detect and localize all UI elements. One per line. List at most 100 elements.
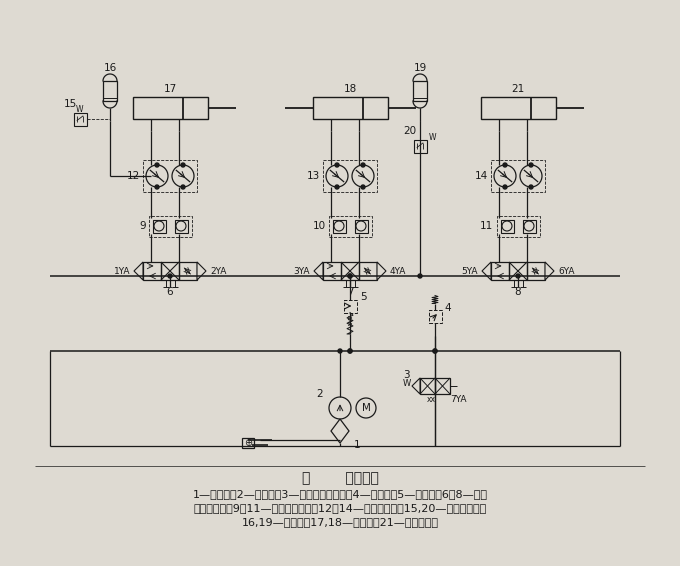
Text: 2YA: 2YA — [210, 267, 226, 276]
Bar — [413, 139, 426, 152]
Bar — [420, 378, 435, 394]
Text: 1YA: 1YA — [114, 267, 130, 276]
Bar — [428, 310, 441, 323]
Text: W: W — [76, 105, 84, 114]
Polygon shape — [482, 262, 491, 280]
Circle shape — [418, 274, 422, 278]
Bar — [242, 438, 254, 448]
Text: 4: 4 — [444, 303, 451, 313]
Text: 5: 5 — [360, 293, 367, 302]
Bar — [509, 262, 527, 280]
Bar — [341, 262, 359, 280]
Bar — [143, 262, 161, 280]
Circle shape — [503, 185, 507, 189]
Bar — [435, 378, 450, 394]
Text: M: M — [362, 403, 371, 413]
Text: 图        液压原理: 图 液压原理 — [301, 471, 379, 485]
Polygon shape — [197, 262, 206, 280]
Bar — [491, 262, 509, 280]
Bar — [354, 220, 367, 233]
Bar — [133, 97, 207, 119]
Bar — [179, 262, 197, 280]
Circle shape — [155, 185, 159, 189]
Text: 19: 19 — [413, 63, 426, 73]
Bar — [481, 97, 556, 119]
Text: 10: 10 — [312, 221, 326, 231]
Bar — [73, 113, 86, 126]
Text: 12: 12 — [126, 171, 140, 181]
Circle shape — [348, 274, 352, 278]
Circle shape — [335, 163, 339, 167]
Circle shape — [168, 274, 172, 278]
Bar — [328, 216, 371, 237]
Text: 18: 18 — [343, 84, 356, 94]
Circle shape — [348, 349, 352, 353]
Bar — [491, 160, 545, 192]
Polygon shape — [412, 378, 420, 394]
Circle shape — [348, 349, 352, 353]
Text: xx: xx — [426, 396, 435, 405]
Circle shape — [361, 163, 365, 167]
Bar — [103, 81, 117, 101]
Text: 20: 20 — [403, 126, 417, 136]
Bar — [359, 262, 377, 280]
Text: 2: 2 — [317, 389, 323, 399]
Circle shape — [361, 185, 365, 189]
Text: 1—过滤器；2—柱塞泵；3—二位四通电磁阀；4—溢流阀；5—减压阀；6～8—三位: 1—过滤器；2—柱塞泵；3—二位四通电磁阀；4—溢流阀；5—减压阀；6～8—三位 — [192, 489, 488, 499]
Text: 3: 3 — [403, 370, 409, 380]
Polygon shape — [134, 262, 143, 280]
Bar — [343, 299, 356, 312]
Bar — [323, 262, 341, 280]
Text: 四通电磁阀；9～11—双液控单向阀；12～14—单向节流阀；15,20—压力继电器；: 四通电磁阀；9～11—双液控单向阀；12～14—单向节流阀；15,20—压力继电… — [193, 503, 487, 513]
Circle shape — [529, 185, 533, 189]
Text: 16,19—蓄能器；17,18—夹紧缸；21—弯曲成形缸: 16,19—蓄能器；17,18—夹紧缸；21—弯曲成形缸 — [241, 517, 439, 527]
Polygon shape — [545, 262, 554, 280]
Text: 15: 15 — [63, 99, 77, 109]
Circle shape — [529, 163, 533, 167]
Text: 11: 11 — [480, 221, 494, 231]
Circle shape — [181, 185, 185, 189]
Circle shape — [433, 349, 437, 353]
Bar — [413, 81, 427, 101]
Circle shape — [503, 163, 507, 167]
Text: W: W — [403, 379, 411, 388]
Text: 8: 8 — [515, 287, 522, 297]
Polygon shape — [377, 262, 386, 280]
Polygon shape — [314, 262, 323, 280]
Circle shape — [433, 349, 437, 353]
Text: 14: 14 — [475, 171, 488, 181]
Text: 7: 7 — [347, 287, 354, 297]
Text: 13: 13 — [307, 171, 320, 181]
Circle shape — [155, 163, 159, 167]
Bar — [161, 262, 179, 280]
Bar — [152, 220, 165, 233]
Text: W: W — [429, 134, 437, 143]
Bar — [522, 220, 536, 233]
Text: 16: 16 — [103, 63, 117, 73]
Bar — [148, 216, 192, 237]
Text: 9: 9 — [139, 221, 146, 231]
Bar — [323, 160, 377, 192]
Text: 21: 21 — [511, 84, 525, 94]
Text: 3YA: 3YA — [294, 267, 310, 276]
Bar — [333, 220, 345, 233]
Circle shape — [338, 349, 342, 353]
Bar — [175, 220, 188, 233]
Circle shape — [516, 274, 520, 278]
Text: 6YA: 6YA — [558, 267, 575, 276]
Text: 17: 17 — [163, 84, 177, 94]
Circle shape — [181, 163, 185, 167]
Bar — [527, 262, 545, 280]
Text: 5YA: 5YA — [462, 267, 478, 276]
Bar — [500, 220, 513, 233]
Text: 4YA: 4YA — [390, 267, 407, 276]
Bar — [313, 97, 388, 119]
Circle shape — [348, 274, 352, 278]
Text: ⊕: ⊕ — [244, 438, 252, 448]
Circle shape — [335, 185, 339, 189]
Text: 6: 6 — [167, 287, 173, 297]
Bar — [496, 216, 539, 237]
Bar — [143, 160, 197, 192]
Text: 1: 1 — [354, 440, 360, 450]
Text: 7YA: 7YA — [449, 396, 466, 405]
